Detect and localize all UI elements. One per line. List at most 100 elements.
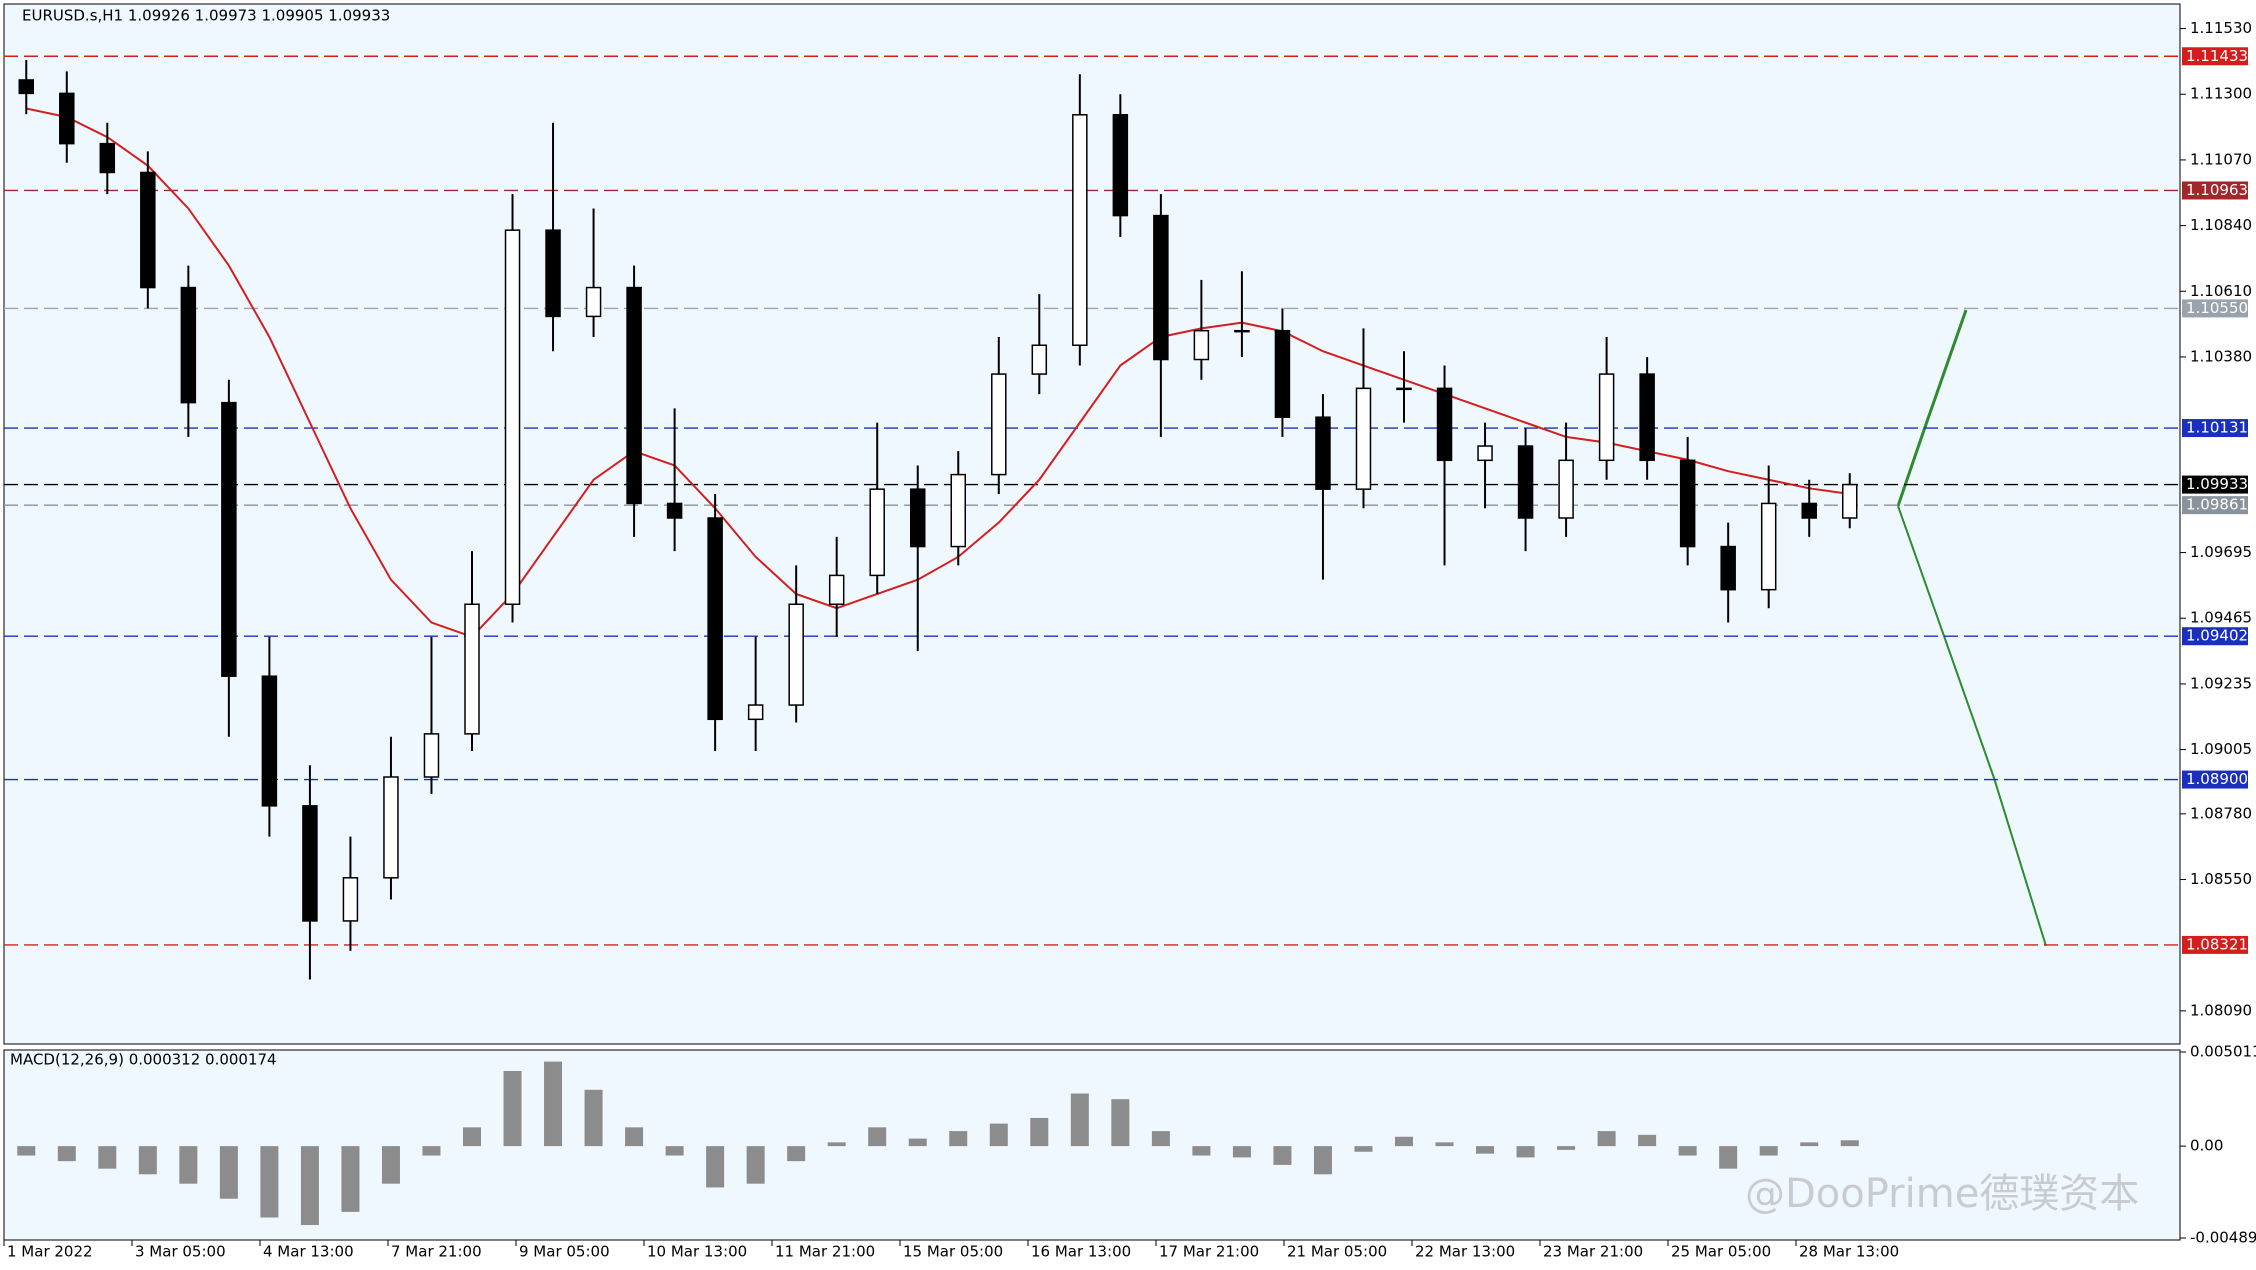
y-tick-label: -0.004891 [2190,1229,2256,1247]
macd-bar [1719,1146,1738,1169]
candle-body [1639,373,1655,462]
level-label: 1.10550 [2186,299,2248,317]
candle-body [1153,214,1169,361]
macd-bar [665,1146,684,1156]
candle-body [1801,502,1817,519]
macd-bar [989,1123,1008,1147]
candle-body [1679,459,1696,548]
x-tick-label: 1 Mar 2022 [7,1243,93,1261]
level-label: 1.09933 [2186,475,2248,493]
macd-bar [1192,1146,1211,1156]
macd-bar [1759,1146,1778,1156]
macd-bar [1435,1142,1454,1147]
y-tick-label: 1.10840 [2190,216,2252,234]
y-tick-label: 1.11530 [2190,19,2252,37]
candle-body [666,502,683,519]
level-tag [2182,496,2248,515]
candle-body [180,286,197,404]
x-tick-label: 21 Mar 05:00 [1287,1243,1387,1261]
candle-body [18,79,35,95]
y-tick-label: 1.11070 [2190,150,2252,168]
macd-bar [584,1089,603,1147]
candle-body [707,517,723,721]
candle-body [1558,459,1574,519]
watermark: @DooPrime德璞资本 [1745,1171,2139,1217]
candle-body [1234,329,1250,333]
x-tick-label: 9 Mar 05:00 [519,1243,610,1261]
macd-bar [260,1146,279,1218]
x-tick-label: 22 Mar 13:00 [1415,1243,1515,1261]
candle-body [1436,387,1453,462]
candle-body [1315,416,1331,490]
macd-bar [1678,1146,1697,1156]
band-line [26,107,1850,638]
macd-bar [1476,1146,1495,1154]
level-tag [2182,181,2248,200]
x-tick-label: 28 Mar 13:00 [1799,1243,1899,1261]
y-tick-label: 1.08780 [2190,804,2252,822]
candle-body [464,603,480,735]
y-tick-label: 1.10380 [2190,347,2252,365]
level-tag [2182,299,2248,318]
level-tag [2182,47,2248,66]
level-label: 1.08321 [2186,935,2248,953]
candle-body [383,776,399,879]
y-tick-label: 1.09235 [2190,674,2252,692]
candle-body [1031,344,1048,375]
candle-body [423,733,440,778]
x-tick-label: 3 Mar 05:00 [135,1243,226,1261]
candle-body [99,142,116,174]
level-label: 1.09402 [2186,627,2248,645]
macd-bar [1111,1099,1130,1147]
macd-bar [1557,1146,1576,1150]
level-tag [2182,419,2248,438]
candle-body [221,401,237,677]
candle-body [828,574,845,605]
macd-bar [1030,1117,1049,1147]
macd-bar [908,1138,927,1147]
candle-body [140,171,156,289]
macd-bar [1638,1134,1657,1147]
level-tag [2182,475,2248,494]
macd-bar [625,1127,644,1147]
level-label: 1.08900 [2186,770,2248,788]
candle-body [1841,483,1858,519]
macd-bar [1395,1136,1413,1147]
y-tick-label: 1.11300 [2190,85,2252,103]
candle-body [1598,373,1615,462]
candle-body [626,286,642,505]
candle-body [788,603,804,706]
candle-body [59,92,75,145]
macd-title: MACD(12,26,9) 0.000312 0.000174 [10,1051,277,1069]
macd-bar [179,1146,198,1184]
y-tick-label: 0.005011 [2190,1043,2256,1061]
candle-body [1760,502,1777,591]
macd-bar [1597,1131,1616,1147]
macd-bar [1800,1142,1819,1147]
x-tick-label: 25 Mar 05:00 [1671,1243,1771,1261]
x-tick-label: 17 Mar 21:00 [1159,1243,1259,1261]
macd-bar [544,1061,563,1147]
candle-body [342,877,359,922]
candle-body [261,675,278,807]
macd-bar [787,1146,806,1162]
candle-body [302,805,318,922]
macd-bar [503,1070,522,1147]
macd-bar [1151,1131,1170,1147]
macd-bar [219,1146,238,1199]
candle-body [950,473,967,548]
macd-bar [1354,1146,1373,1152]
macd-bar [341,1146,360,1212]
macd-bar [1070,1093,1089,1147]
candle-body [1477,445,1493,462]
macd-bar [746,1146,765,1184]
candle-body [1072,114,1088,346]
candle-body [585,286,602,318]
x-tick-label: 15 Mar 05:00 [903,1243,1003,1261]
macd-bar [57,1146,76,1162]
y-tick-label: 1.08550 [2190,870,2252,888]
level-label: 1.10131 [2186,419,2248,437]
macd-bar [300,1146,319,1226]
candle-body [1396,387,1412,391]
